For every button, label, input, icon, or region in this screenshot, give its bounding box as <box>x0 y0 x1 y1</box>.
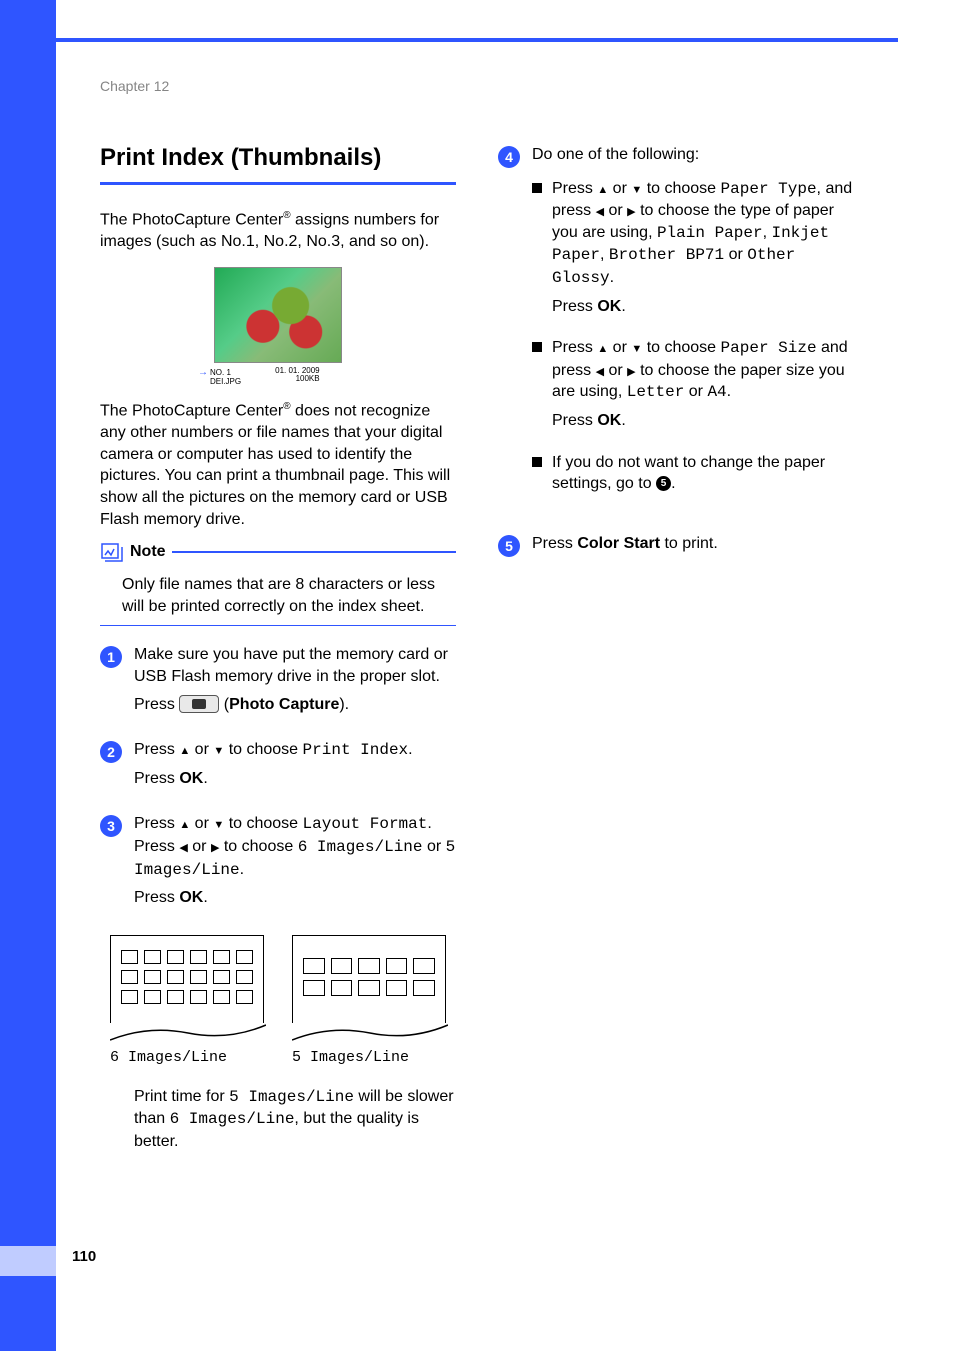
left-arrow-icon <box>596 203 604 219</box>
step-2-text-1: Press or to choose Print Index. <box>134 739 456 762</box>
down-arrow-icon <box>213 816 224 832</box>
step-reference-icon: 5 <box>656 476 671 491</box>
step-number-icon: 1 <box>100 646 122 668</box>
step-2: 2 Press or to choose Print Index. Press … <box>100 739 456 795</box>
step-3-note: Print time for 5 Images/Line will be slo… <box>134 1086 456 1153</box>
step-4: 4 Do one of the following: Press or to c… <box>498 144 854 515</box>
step-1: 1 Make sure you have put the memory card… <box>100 644 456 721</box>
thumbnail-image <box>214 267 342 363</box>
page-curl-icon <box>110 1023 266 1041</box>
layout-5-panel: 5 Images/Line <box>292 935 446 1066</box>
step-2-text-2: Press OK. <box>134 768 456 790</box>
registered-mark: ® <box>283 401 290 412</box>
left-arrow-icon <box>596 363 604 379</box>
square-bullet-icon <box>532 183 542 193</box>
intro-paragraph: The PhotoCapture Center® assigns numbers… <box>100 209 456 253</box>
photo-capture-button-icon <box>179 695 219 713</box>
down-arrow-icon <box>631 340 642 356</box>
page-number: 110 <box>72 1248 96 1265</box>
arrow-right-icon: → <box>198 367 208 378</box>
square-bullet-icon <box>532 342 542 352</box>
thumbnail-caption-right: 01. 01. 2009 100KB <box>275 367 319 385</box>
down-arrow-icon <box>213 742 224 758</box>
registered-mark: ® <box>283 210 290 221</box>
step-3-text-1: Press or to choose Layout Format. Press … <box>134 813 456 881</box>
chapter-label: Chapter 12 <box>100 78 854 94</box>
up-arrow-icon <box>597 181 608 197</box>
description-paragraph: The PhotoCapture Center® does not recogn… <box>100 400 456 530</box>
step-number-icon: 4 <box>498 146 520 168</box>
up-arrow-icon <box>179 816 190 832</box>
step-4-title: Do one of the following: <box>532 144 854 166</box>
layout-5-caption: 5 Images/Line <box>292 1049 446 1066</box>
layout-6-caption: 6 Images/Line <box>110 1049 264 1066</box>
page-title: Print Index (Thumbnails) <box>100 144 456 172</box>
page-curl-icon <box>292 1023 448 1041</box>
title-rule <box>100 182 456 185</box>
left-column: Print Index (Thumbnails) The PhotoCaptur… <box>100 144 456 1159</box>
step-3: 3 Press or to choose Layout Format. Pres… <box>100 813 456 914</box>
note-body: Only file names that are 8 characters or… <box>100 574 456 626</box>
step-number-icon: 3 <box>100 815 122 837</box>
page-sidebar-fade <box>0 1246 56 1276</box>
down-arrow-icon <box>631 181 642 197</box>
layout-figures: 6 Images/Line 5 Image <box>110 935 456 1066</box>
step-1-text-1: Make sure you have put the memory card o… <box>134 644 456 687</box>
step-number-icon: 2 <box>100 741 122 763</box>
note-block: Note Only file names that are 8 characte… <box>100 542 456 626</box>
square-bullet-icon <box>532 457 542 467</box>
up-arrow-icon <box>597 340 608 356</box>
bullet-skip-settings: If you do not want to change the paper s… <box>532 452 854 501</box>
note-title: Note <box>130 543 166 561</box>
left-arrow-icon <box>179 839 187 855</box>
page-title-text: Print Index (Thumbnails) <box>100 144 381 171</box>
layout-6-panel: 6 Images/Line <box>110 935 264 1066</box>
step-3-text-2: Press OK. <box>134 887 456 909</box>
note-icon <box>100 542 124 562</box>
step-number-icon: 5 <box>498 535 520 557</box>
step-5-text: Press Color Start to print. <box>532 533 854 555</box>
right-arrow-icon <box>627 363 635 379</box>
bullet-paper-type: Press or to choose Paper Type, and press… <box>532 178 854 324</box>
right-column: 4 Do one of the following: Press or to c… <box>498 144 854 1159</box>
thumbnail-figure: →NO. 1 DEI.JPG 01. 01. 2009 100KB <box>198 267 358 387</box>
bullet-paper-size: Press or to choose Paper Size and press … <box>532 337 854 437</box>
up-arrow-icon <box>179 742 190 758</box>
page-content: Chapter 12 Print Index (Thumbnails) The … <box>56 38 898 1159</box>
right-arrow-icon <box>627 203 635 219</box>
page-sidebar <box>0 0 56 1351</box>
thumbnail-caption-left: →NO. 1 DEI.JPG <box>198 367 241 387</box>
step-5: 5 Press Color Start to print. <box>498 533 854 561</box>
step-1-text-2: Press (Photo Capture). <box>134 694 456 716</box>
